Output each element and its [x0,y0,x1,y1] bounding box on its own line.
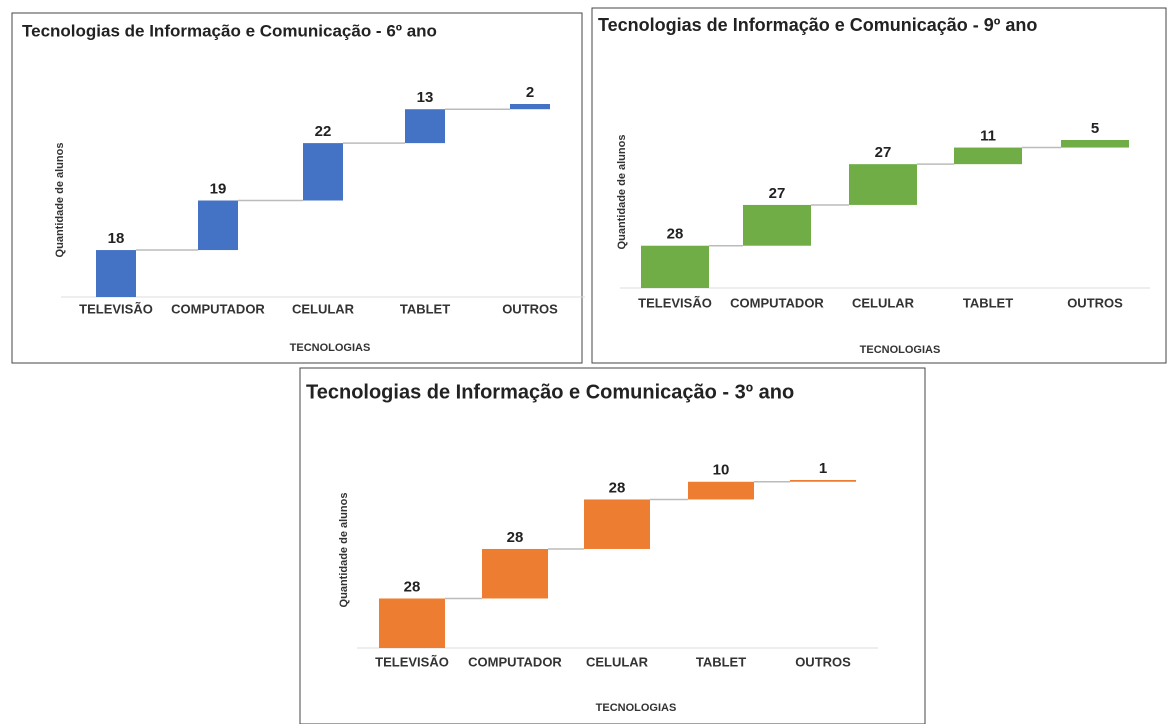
y-axis-label: Quantidade de alunos [54,143,66,258]
value-label: 22 [315,123,332,140]
bar [1061,140,1129,148]
chart-frame [299,367,926,724]
chart-title: Tecnologias de Informação e Comunicação … [22,21,437,40]
bar [584,499,650,549]
value-label: 28 [667,226,684,243]
x-tick-label: TABLET [963,295,1013,310]
chart-title: Tecnologias de Informação e Comunicação … [598,15,1037,35]
x-tick-label: COMPUTADOR [468,654,562,669]
x-tick-label: COMPUTADOR [171,301,265,316]
x-tick-label: TELEVISÃO [638,295,712,310]
value-label: 5 [1091,120,1099,137]
value-label: 10 [713,462,730,479]
value-label: 18 [108,230,125,247]
bar [405,109,445,144]
value-label: 27 [769,185,786,202]
x-tick-label: OUTROS [1067,295,1123,310]
x-tick-label: TABLET [696,654,746,669]
value-label: 1 [819,460,827,477]
chart-title: Tecnologias de Informação e Comunicação … [306,381,794,403]
bar [303,143,343,201]
x-tick-label: TELEVISÃO [375,654,449,669]
bar [482,548,548,599]
y-axis-label: Quantidade de alunos [338,493,350,608]
x-tick-label: COMPUTADOR [730,295,824,310]
bar [790,480,856,482]
chart-frame [591,7,1167,364]
bar [379,598,445,648]
value-label: 28 [507,529,524,546]
value-label: 27 [875,144,892,161]
y-axis-label: Quantidade de alunos [616,135,628,250]
x-tick-label: CELULAR [586,654,649,669]
x-tick-label: OUTROS [795,654,851,669]
x-tick-label: OUTROS [502,301,558,316]
bar [743,204,811,246]
bar [198,200,238,251]
bar [849,164,917,205]
bar [954,147,1022,165]
bar [688,481,754,500]
value-label: 28 [404,578,421,595]
x-tick-label: CELULAR [852,295,915,310]
value-label: 28 [609,479,626,496]
chart-frame [11,12,583,364]
x-axis-label: TECNOLOGIAS [860,344,941,356]
x-tick-label: CELULAR [292,301,355,316]
bar [96,250,136,297]
value-label: 11 [980,128,996,145]
value-label: 2 [526,84,534,101]
x-tick-label: TABLET [400,301,450,316]
value-label: 19 [210,180,227,197]
bar [641,245,709,288]
x-tick-label: TELEVISÃO [79,301,153,316]
x-axis-label: TECNOLOGIAS [290,342,371,354]
value-label: 13 [417,89,434,106]
bar [510,104,550,110]
x-axis-label: TECNOLOGIAS [596,702,677,714]
